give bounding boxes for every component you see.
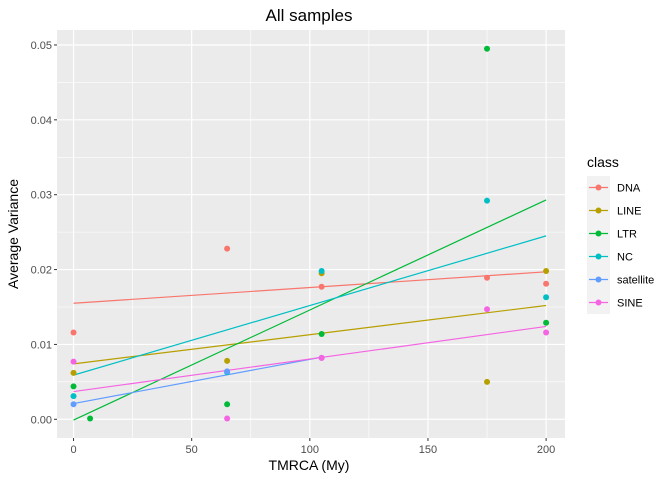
- point-satellite: [224, 368, 231, 375]
- legend-label: DNA: [617, 183, 641, 195]
- point-sine: [484, 306, 491, 313]
- point-ltr: [87, 415, 94, 422]
- point-dna: [543, 280, 550, 287]
- point-line: [484, 378, 491, 385]
- x-tick-label: 200: [537, 444, 555, 456]
- legend-item-line: LINE: [587, 199, 641, 222]
- legend-label: LTR: [617, 229, 637, 241]
- point-ltr: [70, 383, 77, 390]
- trend-line-dna: [73, 271, 547, 304]
- legend-key-point: [595, 184, 602, 191]
- point-dna: [70, 329, 77, 336]
- y-axis-title: Average Variance: [5, 179, 21, 289]
- point-line: [70, 369, 77, 376]
- legend-key-point: [595, 299, 602, 306]
- legend-label: satellite: [617, 275, 654, 287]
- y-tick-label: 0.02: [31, 265, 52, 277]
- grid-lines: [57, 30, 565, 438]
- legend-label: NC: [617, 252, 633, 264]
- point-satellite: [70, 401, 77, 408]
- point-line: [543, 268, 550, 275]
- point-dna: [318, 283, 325, 290]
- legend-item-dna: DNA: [587, 176, 641, 199]
- point-nc: [484, 197, 491, 204]
- point-line: [224, 357, 231, 364]
- y-axis-ticks: 0.00 0.01 0.02 0.03 0.04 0.05: [31, 40, 57, 426]
- point-nc: [70, 393, 77, 400]
- point-dna: [484, 274, 491, 281]
- legend-item-ltr: LTR: [587, 222, 637, 245]
- legend-key-point: [595, 253, 602, 260]
- point-dna: [224, 245, 231, 252]
- point-sine: [70, 358, 77, 365]
- y-tick-label: 0.03: [31, 190, 52, 202]
- data-points: [70, 45, 550, 422]
- legend-item-satellite: satellite: [587, 268, 654, 291]
- point-ltr: [543, 319, 550, 326]
- legend-label: LINE: [617, 206, 641, 218]
- x-tick-label: 0: [70, 444, 76, 456]
- plot-panel: [57, 30, 565, 438]
- point-ltr: [224, 401, 231, 408]
- x-tick-label: 100: [301, 444, 319, 456]
- legend-key-point: [595, 230, 602, 237]
- point-nc: [318, 268, 325, 275]
- x-axis-ticks: 0 50 100 150 200: [70, 438, 555, 456]
- y-tick-label: 0.00: [31, 414, 52, 426]
- point-ltr: [318, 330, 325, 337]
- trend-line-ltr: [73, 199, 547, 421]
- trend-line-nc: [73, 235, 547, 376]
- point-sine: [318, 354, 325, 361]
- point-ltr: [484, 45, 491, 52]
- x-tick-label: 150: [419, 444, 437, 456]
- point-sine: [224, 415, 231, 422]
- trend-line-satellite: [73, 356, 322, 405]
- x-tick-label: 50: [186, 444, 198, 456]
- legend-title: class: [587, 154, 619, 170]
- y-tick-label: 0.01: [31, 339, 52, 351]
- legend-key-point: [595, 276, 602, 283]
- chart-title: All samples: [266, 6, 353, 25]
- point-sine: [543, 329, 550, 336]
- legend: DNA LINE LTR NC satellite SINE: [587, 176, 654, 314]
- legend-label: SINE: [617, 298, 643, 310]
- y-tick-label: 0.05: [31, 40, 52, 52]
- trend-lines: [73, 199, 547, 421]
- legend-key-point: [595, 207, 602, 214]
- legend-item-nc: NC: [587, 245, 633, 268]
- y-tick-label: 0.04: [31, 115, 52, 127]
- trend-line-sine: [73, 325, 547, 393]
- trend-line-line: [73, 304, 547, 365]
- legend-item-sine: SINE: [587, 291, 643, 314]
- point-nc: [543, 294, 550, 301]
- x-axis-title: TMRCA (My): [269, 457, 350, 473]
